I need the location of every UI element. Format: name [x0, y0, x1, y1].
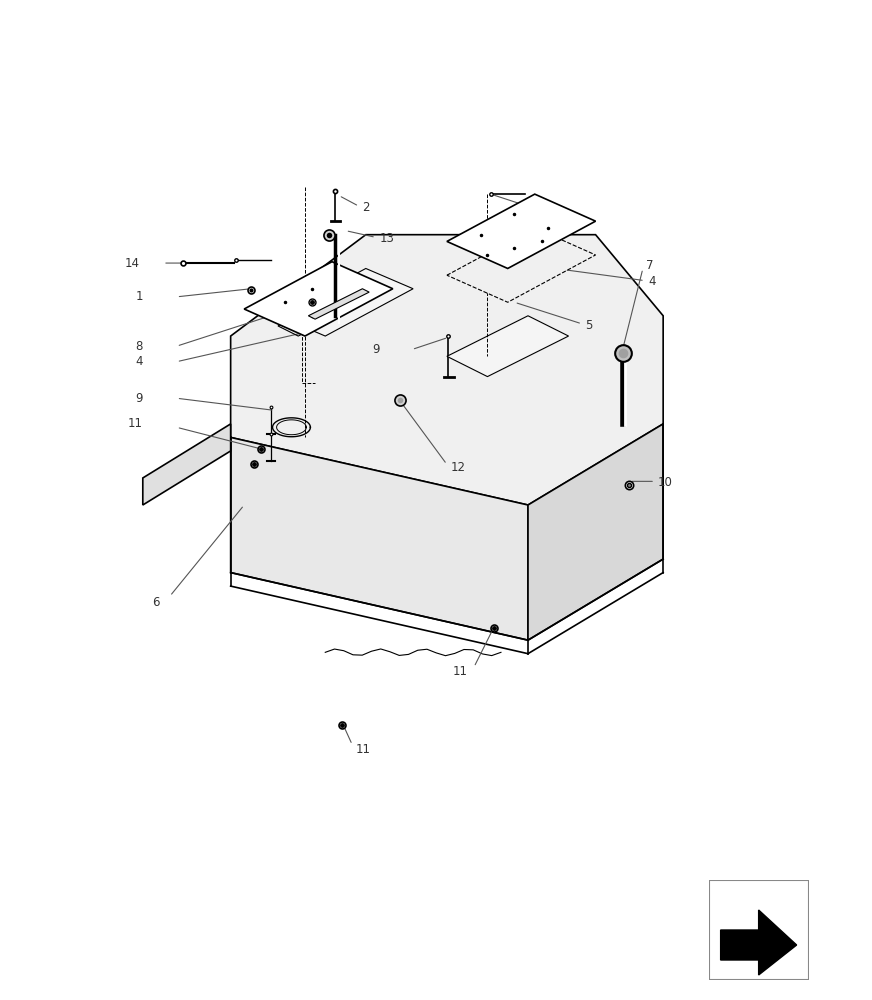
Polygon shape — [709, 880, 808, 980]
Polygon shape — [278, 268, 413, 336]
Polygon shape — [309, 289, 369, 319]
Text: 13: 13 — [379, 232, 394, 245]
Polygon shape — [446, 228, 596, 302]
Text: 9: 9 — [372, 343, 380, 356]
Text: 14: 14 — [125, 257, 140, 270]
Text: 10: 10 — [657, 476, 672, 489]
Polygon shape — [528, 424, 663, 640]
Text: 12: 12 — [450, 461, 466, 474]
Text: 11: 11 — [128, 417, 143, 430]
Text: 11: 11 — [453, 665, 467, 678]
Polygon shape — [230, 437, 528, 640]
Text: 1: 1 — [535, 224, 542, 237]
Polygon shape — [720, 910, 797, 975]
Text: 8: 8 — [135, 340, 143, 353]
Text: 6: 6 — [153, 596, 160, 609]
Text: 4: 4 — [135, 355, 143, 368]
Text: 1: 1 — [135, 290, 143, 303]
Text: 2: 2 — [363, 201, 370, 214]
Polygon shape — [446, 316, 569, 377]
Text: 5: 5 — [585, 319, 593, 332]
Text: 14: 14 — [531, 201, 547, 214]
Polygon shape — [446, 194, 596, 268]
Text: 4: 4 — [648, 275, 656, 288]
Polygon shape — [230, 235, 663, 505]
Polygon shape — [244, 262, 392, 336]
Polygon shape — [143, 424, 230, 505]
Text: 11: 11 — [356, 743, 371, 756]
Text: 7: 7 — [646, 259, 654, 272]
Text: 9: 9 — [135, 392, 143, 405]
